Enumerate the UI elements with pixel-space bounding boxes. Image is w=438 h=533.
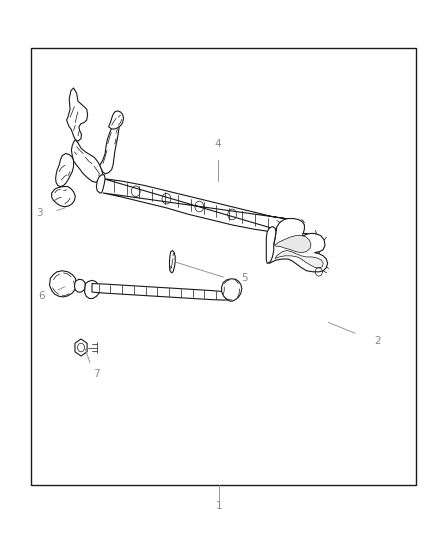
Polygon shape bbox=[109, 111, 124, 129]
Polygon shape bbox=[56, 154, 74, 187]
Polygon shape bbox=[266, 227, 276, 263]
Polygon shape bbox=[92, 284, 234, 300]
Polygon shape bbox=[222, 279, 242, 301]
Polygon shape bbox=[170, 251, 175, 273]
Polygon shape bbox=[292, 233, 320, 261]
Bar bbox=[31, 48, 416, 485]
Polygon shape bbox=[103, 179, 293, 235]
Text: 3: 3 bbox=[36, 208, 43, 218]
Polygon shape bbox=[85, 280, 100, 298]
Polygon shape bbox=[96, 175, 105, 193]
Polygon shape bbox=[100, 122, 119, 174]
Polygon shape bbox=[49, 271, 77, 297]
Text: 7: 7 bbox=[93, 369, 100, 379]
Text: 4: 4 bbox=[215, 139, 222, 149]
Polygon shape bbox=[275, 236, 311, 253]
Text: 5: 5 bbox=[241, 273, 248, 283]
Polygon shape bbox=[75, 339, 87, 356]
Text: 1: 1 bbox=[215, 502, 223, 511]
Polygon shape bbox=[52, 187, 75, 207]
Text: 6: 6 bbox=[38, 291, 45, 301]
Polygon shape bbox=[74, 279, 85, 292]
Text: 2: 2 bbox=[374, 336, 381, 346]
Polygon shape bbox=[275, 251, 323, 268]
Polygon shape bbox=[67, 88, 88, 141]
Polygon shape bbox=[71, 140, 103, 182]
Polygon shape bbox=[268, 219, 328, 272]
